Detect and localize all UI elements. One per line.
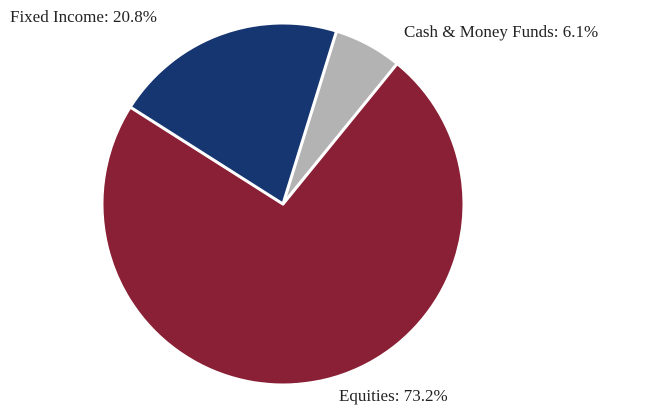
pie-slice bbox=[100, 62, 466, 387]
slice-label: Fixed Income: 20.8% bbox=[10, 7, 157, 26]
category-name: Equities bbox=[339, 386, 395, 405]
value-label: 73.2% bbox=[404, 386, 448, 405]
slice-label: Equities: 73.2% bbox=[339, 386, 448, 405]
slice-label: Cash & Money Funds: 6.1% bbox=[404, 22, 598, 41]
value-label: 20.8% bbox=[113, 7, 157, 26]
pie-slice bbox=[128, 21, 339, 206]
value-label: 6.1% bbox=[563, 22, 598, 41]
category-name: Fixed Income bbox=[10, 7, 104, 26]
category-name: Cash & Money Funds bbox=[404, 22, 554, 41]
